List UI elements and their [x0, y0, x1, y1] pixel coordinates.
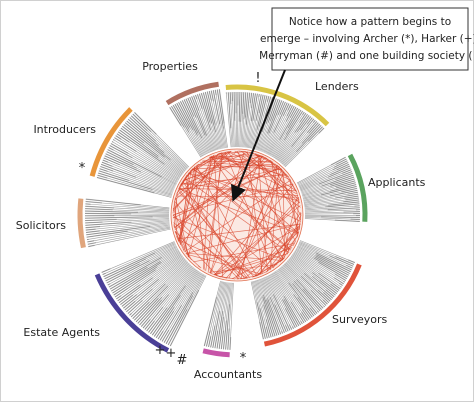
- spoke-text: [113, 140, 114, 141]
- group-label: Introducers: [33, 123, 96, 136]
- spoke-text: [259, 94, 260, 97]
- marker: +: [166, 346, 177, 361]
- annotation-line: Notice how a pattern begins to: [289, 16, 451, 28]
- group-label: Estate Agents: [23, 326, 100, 339]
- marker: #: [177, 353, 188, 368]
- spoke-text: [344, 281, 345, 282]
- group-label: Surveyors: [332, 313, 388, 326]
- spoke-text: [230, 337, 231, 350]
- spoke-text: [324, 306, 325, 307]
- annotation-line: Merryman (#) and one building society (!…: [259, 50, 474, 62]
- group-label: Properties: [142, 60, 198, 73]
- group-label: Accountants: [194, 368, 262, 381]
- marker: !: [255, 71, 260, 86]
- spoke-text: [239, 92, 240, 122]
- spoke-text: [321, 217, 360, 218]
- spoke-text: [112, 142, 113, 143]
- marker: +: [155, 343, 166, 358]
- spoke-text: [282, 331, 283, 333]
- group-label: Lenders: [315, 80, 359, 93]
- marker: *: [79, 161, 86, 176]
- annotation-line: emerge – involving Archer (*), Harker (+…: [260, 33, 474, 45]
- spoke-text: [341, 287, 342, 288]
- marker: *: [240, 351, 247, 366]
- spoke-text: [234, 92, 235, 121]
- group-label: Applicants: [368, 176, 426, 189]
- spoke-text: [230, 92, 231, 104]
- group-label: Solicitors: [16, 219, 66, 232]
